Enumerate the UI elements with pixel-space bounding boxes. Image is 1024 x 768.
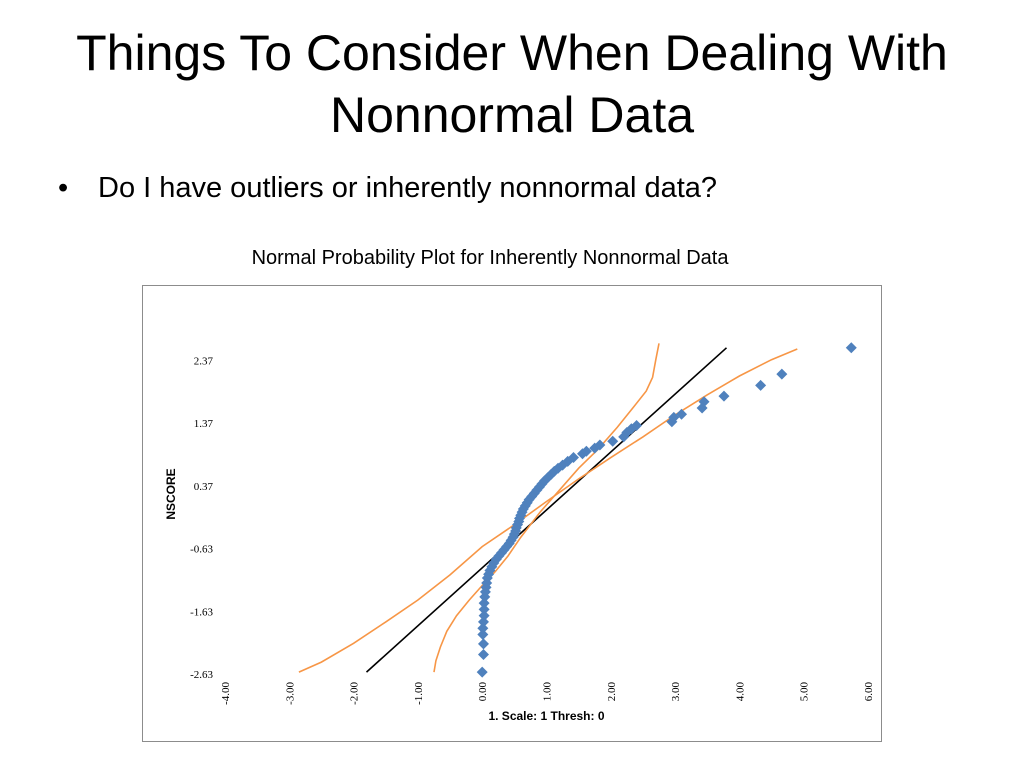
data-point xyxy=(523,494,535,506)
data-point xyxy=(526,490,538,502)
data-point xyxy=(676,408,688,420)
upper-band-line xyxy=(433,343,660,673)
normal-probability-plot: 2.37 1.37 0.37 -0.63 -1.63 -2.63 -4.00 -3.00 -2… xyxy=(164,342,875,723)
y-axis-title: NSCORE xyxy=(164,468,178,519)
data-point xyxy=(542,472,554,484)
data-point xyxy=(594,439,606,451)
x-tick-label: -4.00 xyxy=(220,682,232,705)
y-axis-ticks: 2.37 1.37 0.37 -0.63 -1.63 -2.63 xyxy=(190,355,213,681)
y-tick-label: -0.63 xyxy=(190,544,213,556)
data-point xyxy=(845,342,857,354)
data-point xyxy=(536,478,548,490)
data-point xyxy=(568,452,580,464)
slide-title-line-1: Things To Consider When Dealing With xyxy=(76,25,948,81)
data-point xyxy=(478,597,490,609)
data-point xyxy=(776,368,788,380)
x-tick-label: -1.00 xyxy=(413,682,425,705)
data-point xyxy=(755,379,767,391)
data-point xyxy=(533,481,545,493)
x-tick-label: 3.00 xyxy=(670,682,682,702)
y-tick-label: -2.63 xyxy=(190,669,213,681)
y-tick-label: 2.37 xyxy=(194,355,214,367)
data-point xyxy=(477,628,489,640)
data-point xyxy=(501,541,513,553)
data-point xyxy=(478,610,490,622)
x-tick-label: 2.00 xyxy=(606,682,618,702)
data-point xyxy=(580,445,592,457)
data-point xyxy=(618,431,630,443)
bullet-marker: • xyxy=(58,172,69,204)
data-point xyxy=(481,577,493,589)
chart-frame: 2.37 1.37 0.37 -0.63 -1.63 -2.63 -4.00 -3.00 -2… xyxy=(142,285,882,742)
slide-title-line-2: Nonnormal Data xyxy=(329,87,695,143)
data-point xyxy=(477,616,489,628)
y-tick-label: 0.37 xyxy=(194,481,214,493)
x-tick-label: -3.00 xyxy=(284,682,296,705)
y-tick-label: 1.37 xyxy=(194,418,214,430)
fit-line xyxy=(365,347,728,673)
data-point xyxy=(631,420,643,432)
data-point xyxy=(478,603,490,615)
data-point xyxy=(477,649,489,661)
slide-title: Things To Consider When Dealing With Non… xyxy=(0,22,1024,146)
x-tick-label: -2.00 xyxy=(349,682,361,705)
x-tick-label: 1.00 xyxy=(542,682,554,702)
x-tick-label: 4.00 xyxy=(734,682,746,702)
data-point xyxy=(698,396,710,408)
data-point xyxy=(607,435,619,447)
bullet-item: • Do I have outliers or inherently nonnor… xyxy=(58,172,717,205)
data-points xyxy=(476,342,857,678)
lower-band-line xyxy=(298,348,798,673)
chart-title: Normal Probability Plot for Inherently N… xyxy=(251,247,729,269)
data-point xyxy=(718,390,730,402)
x-tick-label: 5.00 xyxy=(799,682,811,702)
data-point xyxy=(477,638,489,650)
data-point xyxy=(488,557,500,569)
bullet-text: Do I have outliers or inherently nonnorm… xyxy=(98,172,718,204)
plot-lines xyxy=(298,343,798,673)
x-axis-title: 1. Scale: 1 Thresh: 0 xyxy=(488,709,604,723)
data-point xyxy=(477,622,489,634)
data-point xyxy=(539,475,551,487)
data-point xyxy=(476,666,488,678)
y-tick-label: -1.63 xyxy=(190,606,213,618)
x-tick-label: 0.00 xyxy=(477,682,489,702)
x-axis-ticks: -4.00 -3.00 -2.00 -1.00 0.00 1.00 2.00 3.00 4.00… xyxy=(220,682,875,705)
x-tick-label: 6.00 xyxy=(863,682,875,702)
